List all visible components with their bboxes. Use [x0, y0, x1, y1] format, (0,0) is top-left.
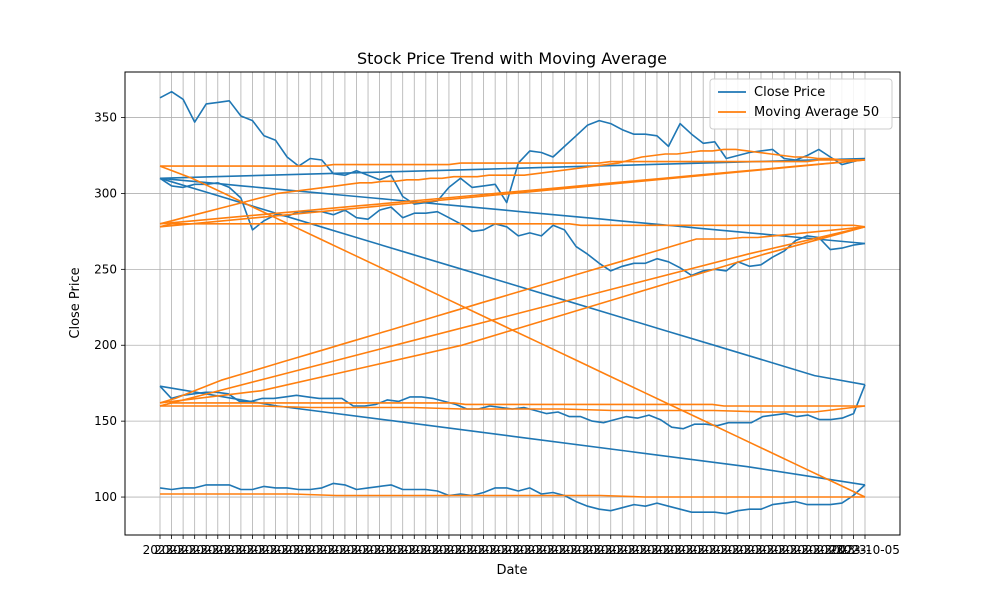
x-tick-label: 2023-	[755, 543, 790, 557]
y-tick-label: 250	[94, 262, 117, 276]
x-tick-label: 2023-	[443, 543, 478, 557]
x-tick-label: 2023-	[674, 543, 709, 557]
x-tick-label: 2023-	[628, 543, 663, 557]
series-line-moving-average	[159, 226, 866, 404]
x-tick-label: 2023-	[258, 543, 293, 557]
x-tick-label: 2023-	[408, 543, 443, 557]
x-tick-label: 2023-	[559, 543, 594, 557]
y-tick-label: 200	[94, 338, 117, 352]
plot-frame	[124, 71, 901, 536]
x-tick-label: 2023-	[478, 543, 513, 557]
x-tick-label: 2023-	[836, 543, 871, 557]
x-tick-label: 2023-	[732, 543, 767, 557]
x-tick-label: 2023-	[385, 543, 420, 557]
legend-label: Moving Average 50	[754, 105, 879, 120]
x-tick-label: 2023-	[143, 543, 178, 557]
x-tick-label: 2023-	[790, 543, 825, 557]
x-tick-label: 2023-	[824, 543, 859, 557]
x-tick-label: 2023-	[524, 543, 559, 557]
x-tick-label: 2023-	[304, 543, 339, 557]
x-tick-label: 2023-	[431, 543, 466, 557]
series-line-moving-average	[159, 226, 866, 407]
x-tick-label: 2023-	[570, 543, 605, 557]
x-tick-label: 2023-	[547, 543, 582, 557]
y-tick-label: 100	[94, 490, 117, 504]
series-line-close-price	[159, 177, 866, 245]
x-tick-label: 2023-	[501, 543, 536, 557]
x-tick-label: 2023-	[397, 543, 432, 557]
x-tick-label: 2023-	[327, 543, 362, 557]
x-tick-label: 2023-	[235, 543, 270, 557]
x-tick-label: 2023-	[212, 543, 247, 557]
x-tick-label: 2023-	[663, 543, 698, 557]
x-tick-label: 2023-	[374, 543, 409, 557]
x-tick-label: 2023-	[536, 543, 571, 557]
x-tick-label: 2023-	[281, 543, 316, 557]
chart-title: Stock Price Trend with Moving Average	[357, 49, 667, 68]
x-tick-label: 2023-	[166, 543, 201, 557]
x-tick-label: 2023-	[223, 543, 258, 557]
x-tick-label: 2023-	[651, 543, 686, 557]
x-tick-label: 2023-	[697, 543, 732, 557]
x-axis-label: Date	[496, 563, 527, 578]
x-tick-label: 2023-	[616, 543, 651, 557]
x-tick-label: 2023-	[293, 543, 328, 557]
x-tick-label: 2023-	[640, 543, 675, 557]
x-tick-label: 2023-	[720, 543, 755, 557]
x-tick-label: 2023-	[270, 543, 305, 557]
series-line-moving-average	[160, 159, 865, 167]
legend: Close Price Moving Average 50	[709, 78, 893, 130]
x-tick-label: 2023-	[316, 543, 351, 557]
series-line-moving-average	[159, 165, 866, 498]
series-line-moving-average	[159, 402, 865, 407]
x-tick-label: 2023-	[778, 543, 813, 557]
series-line-moving-average	[160, 405, 866, 413]
y-axis: 100 150 200 250 300 350	[94, 111, 125, 504]
y-tick-label: 350	[94, 111, 117, 125]
x-tick-label: 2023-	[200, 543, 235, 557]
y-tick-label: 300	[94, 186, 117, 200]
x-axis: 2023-2023-2023-2023-2023-2023-2023-2023-…	[143, 535, 900, 557]
series-lines	[159, 90, 866, 515]
series-line-moving-average	[160, 493, 865, 498]
series-line-moving-average	[159, 223, 866, 228]
y-tick-label: 150	[94, 414, 117, 428]
x-tick-label: 2023-	[582, 543, 617, 557]
x-tick-label: 2023-	[154, 543, 189, 557]
x-tick-label: 2023-	[744, 543, 779, 557]
x-tick-label: 2023-	[801, 543, 836, 557]
x-tick-label: 2023-10-05	[830, 543, 900, 557]
x-tick-label: 2023-	[455, 543, 490, 557]
x-tick-label: 2023-	[686, 543, 721, 557]
x-tick-label: 2023-	[605, 543, 640, 557]
x-tick-label: 2023-	[247, 543, 282, 557]
x-tick-label: 2023-	[351, 543, 386, 557]
x-tick-label: 2023-	[767, 543, 802, 557]
x-tick-label: 2023-	[362, 543, 397, 557]
x-tick-label: 2023-	[593, 543, 628, 557]
x-tick-label: 2023-	[177, 543, 212, 557]
legend-box	[709, 78, 893, 130]
series-line-close-price	[159, 482, 866, 515]
x-tick-label: 2023-	[420, 543, 455, 557]
series-line-close-price	[159, 90, 866, 205]
x-tick-label: 2023-	[709, 543, 744, 557]
x-tick-label: 2023-	[813, 543, 848, 557]
series-line-moving-average	[159, 159, 866, 228]
x-tick-label: 2023-	[189, 543, 224, 557]
y-axis-label: Close Price	[68, 267, 83, 338]
x-tick-label: 2023-	[489, 543, 524, 557]
series-line-moving-average	[159, 148, 865, 225]
x-tick-label: 2023-	[512, 543, 547, 557]
x-tick-label: 2023-	[466, 543, 501, 557]
legend-label: Close Price	[754, 85, 825, 100]
x-tick-label: 2023-	[339, 543, 374, 557]
